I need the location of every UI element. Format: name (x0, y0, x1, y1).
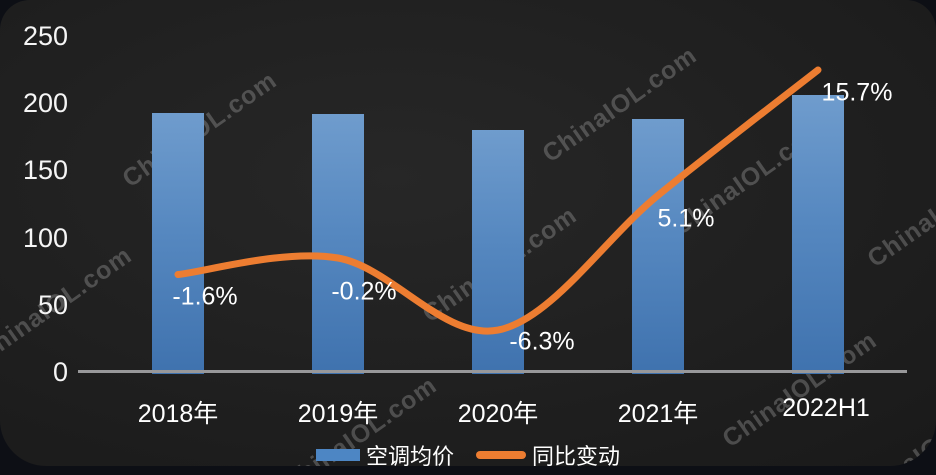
x-axis-label: 2019年 (297, 400, 379, 428)
y-axis-tick-label: 200 (22, 88, 68, 119)
legend-bar-label: 空调均价 (365, 444, 454, 466)
y-axis-tick-label: 50 (37, 289, 68, 320)
bar-2018年 (152, 112, 204, 374)
legend-line-label: 同比变动 (532, 444, 621, 466)
legend-item-line: 同比变动 (476, 439, 620, 466)
y-axis-tick-label: 100 (22, 222, 68, 253)
bar-2021年 (632, 119, 684, 374)
line-data-label: 15.7% (821, 78, 893, 107)
legend-item-bar: 空调均价 (315, 439, 454, 466)
x-axis-label: 2022H1 (782, 394, 870, 422)
y-axis-tick-label: 250 (22, 21, 68, 51)
x-axis-line (78, 370, 907, 373)
bar-2019年 (312, 113, 364, 374)
line-swatch-icon (476, 451, 526, 459)
line-data-label: 5.1% (657, 204, 715, 233)
bar-2022H1 (792, 95, 844, 374)
x-axis-label: 2018年 (137, 400, 219, 428)
x-axis-label: 2020年 (457, 400, 539, 428)
legend: 空调均价 同比变动 (0, 439, 936, 466)
x-axis-label: 2021年 (617, 400, 699, 428)
bar-swatch-icon (315, 449, 360, 461)
line-data-label: -6.3% (509, 327, 575, 356)
yoy-line-path (174, 66, 822, 335)
line-data-label: -0.2% (331, 277, 397, 306)
y-axis-tick-label: 150 (22, 155, 68, 186)
line-data-label: -1.6% (172, 282, 238, 310)
y-axis-tick-label: 0 (52, 357, 68, 387)
